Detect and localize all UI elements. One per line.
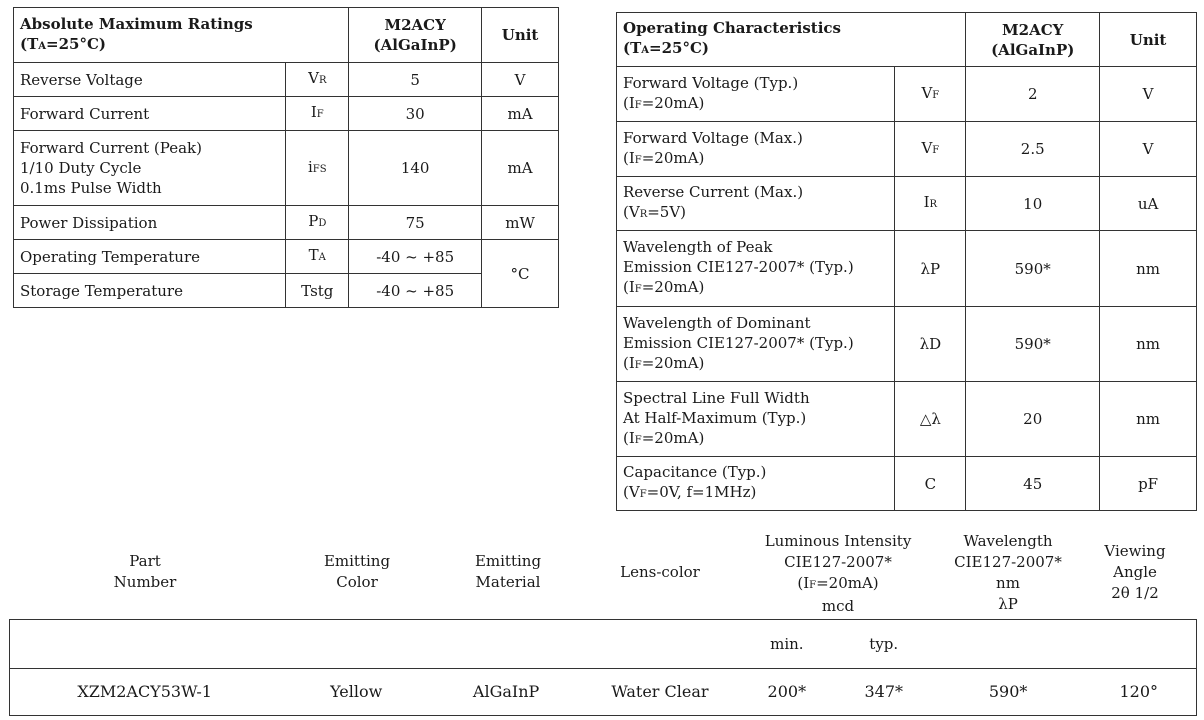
min-label: min. bbox=[740, 619, 833, 669]
op-row: Reverse Current (Max.) (VR=5V) IR 10 uA bbox=[615, 176, 1197, 231]
abs-part-header: M2ACY (AlGaInP) bbox=[348, 7, 483, 63]
wavelength-header: Wavelength CIE127-2007* nm λP bbox=[954, 532, 1062, 613]
abs-row: Forward Current IF 30 mA bbox=[12, 96, 559, 131]
viewing-angle-cell: 120° bbox=[1081, 668, 1197, 716]
abs-title: Absolute Maximum Ratings bbox=[20, 14, 253, 33]
abs-row: Operating Temperature TA -40 ~ +85 °C bbox=[12, 239, 559, 308]
abs-unit-header: Unit bbox=[481, 7, 559, 63]
luminous-intensity-header: Luminous Intensity CIE127-2007* (IF=20mA… bbox=[764, 532, 912, 615]
op-title-cell: Operating Characteristics (TA=25°C) bbox=[615, 12, 967, 67]
emitting-color-cell: Yellow bbox=[279, 668, 434, 716]
op-part-header: M2ACY (AlGaInP) bbox=[965, 12, 1101, 67]
wavelength-cell: 590* bbox=[934, 668, 1082, 716]
min-typ-row: min. typ. bbox=[9, 619, 1197, 669]
abs-title-cell: Absolute Maximum Ratings (TA=25°C) bbox=[12, 7, 350, 63]
op-header-row: Operating Characteristics (TA=25°C) M2AC… bbox=[615, 12, 1197, 67]
temperature-unit-cell: °C bbox=[481, 239, 559, 308]
op-row: Spectral Line Full Width At Half-Maximum… bbox=[615, 381, 1197, 457]
emitting-material-cell: AlGaInP bbox=[433, 668, 580, 716]
abs-row: Storage Temperature Tstg -40 ~ +85 bbox=[12, 273, 559, 308]
op-unit-header: Unit bbox=[1099, 12, 1197, 67]
abs-row: Forward Current (Peak) 1/10 Duty Cycle 0… bbox=[12, 130, 559, 206]
abs-header-row: Absolute Maximum Ratings (TA=25°C) M2ACY… bbox=[12, 7, 559, 63]
op-row: Wavelength of Dominant Emission CIE127-2… bbox=[615, 306, 1197, 382]
part-number-header: Part Number bbox=[113, 552, 177, 591]
viewing-angle-header: Viewing Angle 2θ 1/2 bbox=[1104, 542, 1166, 602]
emitting-material-header: Emitting Material bbox=[474, 552, 542, 591]
abs-condition: (TA=25°C) bbox=[20, 34, 107, 53]
lens-color-header: Lens-color bbox=[620, 563, 700, 581]
absolute-max-ratings-table: Absolute Maximum Ratings (TA=25°C) M2ACY… bbox=[12, 7, 559, 308]
table-row: XZM2ACY53W-1 Yellow AlGaInP Water Clear … bbox=[9, 668, 1197, 716]
abs-row: Power Dissipation PD 75 mW bbox=[12, 205, 559, 240]
typ-label: typ. bbox=[832, 619, 935, 669]
op-row: Capacitance (Typ.) (VF=0V, f=1MHz) C 45 … bbox=[615, 456, 1197, 511]
part-number-cell: XZM2ACY53W-1 bbox=[9, 668, 280, 716]
op-row: Forward Voltage (Typ.) (IF=20mA) VF 2 V bbox=[615, 66, 1197, 122]
lens-color-cell: Water Clear bbox=[579, 668, 741, 716]
abs-row: Reverse Voltage VR 5 V bbox=[12, 62, 559, 97]
emitting-color-header: Emitting Color bbox=[323, 552, 391, 591]
operating-characteristics-table: Operating Characteristics (TA=25°C) M2AC… bbox=[615, 12, 1197, 511]
product-table: min. typ. XZM2ACY53W-1 Yellow AlGaInP Wa… bbox=[9, 619, 1197, 716]
op-row: Forward Voltage (Max.) (IF=20mA) VF 2.5 … bbox=[615, 121, 1197, 177]
op-row: Wavelength of Peak Emission CIE127-2007*… bbox=[615, 230, 1197, 307]
min-intensity-cell: 200* bbox=[740, 668, 833, 716]
op-title: Operating Characteristics bbox=[623, 19, 842, 37]
typ-intensity-cell: 347* bbox=[832, 668, 935, 716]
op-condition: (TA=25°C) bbox=[623, 39, 710, 57]
